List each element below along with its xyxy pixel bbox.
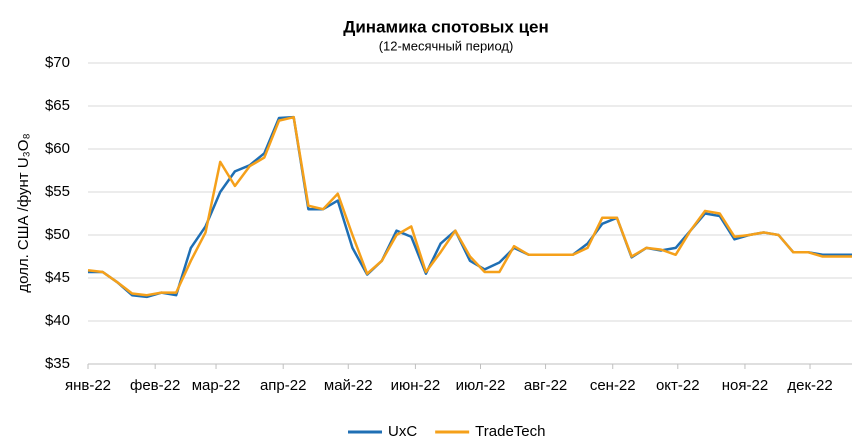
y-tick-label: $55 xyxy=(45,183,70,200)
x-tick-label: окт-22 xyxy=(656,377,700,394)
chart-subtitle: (12-месячный период) xyxy=(379,38,514,53)
y-tick-label: $65 xyxy=(45,97,70,114)
y-tick-label: $35 xyxy=(45,355,70,372)
chart-title: Динамика спотовых цен xyxy=(343,17,549,36)
x-tick-label: июл-22 xyxy=(456,377,506,394)
x-tick-label: ноя-22 xyxy=(722,377,768,394)
x-tick-label: фев-22 xyxy=(130,377,180,394)
x-tick-label: авг-22 xyxy=(524,377,567,394)
y-axis-label: долл. США /фунт U₃O₈ xyxy=(15,133,32,292)
y-tick-label: $70 xyxy=(45,54,70,71)
y-tick-label: $60 xyxy=(45,140,70,157)
x-tick-label: май-22 xyxy=(324,377,373,394)
series-line xyxy=(87,115,852,297)
y-tick-label: $45 xyxy=(45,269,70,286)
x-tick-label: июн-22 xyxy=(391,377,441,394)
x-tick-label: апр-22 xyxy=(260,377,307,394)
y-tick-label: $50 xyxy=(45,226,70,243)
x-tick-label: дек-22 xyxy=(787,377,832,394)
x-tick-label: сен-22 xyxy=(590,377,636,394)
x-tick-label: мар-22 xyxy=(192,377,241,394)
x-tick-label: янв-22 xyxy=(65,377,111,394)
series-line xyxy=(88,115,852,299)
y-tick-label: $40 xyxy=(45,312,70,329)
legend-label: UxC xyxy=(388,423,417,440)
legend-label: TradeTech xyxy=(475,423,545,440)
